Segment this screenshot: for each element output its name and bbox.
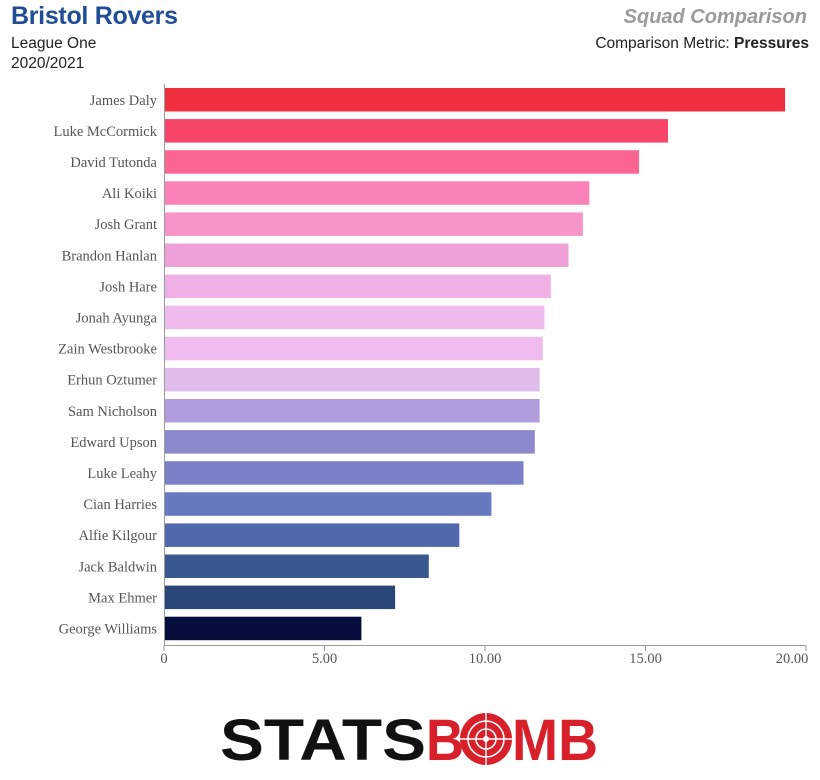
bar — [165, 523, 460, 547]
logo-b-text: B — [426, 708, 464, 772]
y-tick-label: Luke McCormick — [54, 124, 158, 140]
bar — [165, 399, 540, 423]
bar — [165, 243, 569, 267]
bar — [165, 461, 524, 485]
y-tick-label: Sam Nicholson — [68, 404, 158, 420]
bar — [165, 119, 668, 143]
metric-value: Pressures — [734, 35, 809, 52]
x-tick-label: 10.00 — [469, 651, 502, 667]
y-tick-label: David Tutonda — [70, 155, 157, 171]
logo-mb-text: MB — [512, 708, 598, 772]
bar — [165, 88, 786, 112]
y-tick-label: George Williams — [59, 622, 158, 638]
statsbomb-logo: STATS B MB — [220, 708, 598, 772]
bar — [165, 554, 429, 578]
bar — [165, 367, 540, 392]
bars-group — [165, 88, 786, 641]
bar — [165, 492, 492, 516]
metric-label: Comparison Metric: — [595, 35, 730, 52]
bar — [165, 274, 551, 299]
team-title: Bristol Rovers — [11, 2, 178, 30]
y-tick-label: Alfie Kilgour — [78, 528, 157, 544]
comparison-metric: Comparison Metric: Pressures — [595, 35, 809, 53]
y-tick-label: Cian Harries — [83, 497, 157, 513]
x-tick-label: 20.00 — [776, 651, 809, 667]
y-tick-label: Max Ehmer — [88, 590, 157, 606]
x-tick-label: 5.00 — [312, 651, 337, 667]
y-tick-label: Brandon Hanlan — [62, 248, 158, 264]
y-tick-label: Ali Koiki — [102, 186, 157, 202]
logo-stats-text: STATS — [220, 708, 426, 772]
chart-title: Squad Comparison — [623, 6, 807, 28]
y-tick-label: Josh Grant — [95, 217, 157, 233]
bar — [165, 616, 362, 641]
bar — [165, 305, 545, 330]
y-axis-labels: James Daly Luke McCormick David Tutonda Ali… — [54, 93, 158, 638]
competition-label: League One — [11, 35, 97, 52]
y-tick-label: Luke Leahy — [87, 466, 157, 482]
y-tick-label: Jack Baldwin — [78, 559, 157, 575]
bar — [165, 585, 396, 610]
bar — [165, 181, 590, 205]
bar — [165, 430, 535, 454]
y-tick-label: Jonah Ayunga — [76, 311, 158, 327]
y-tick-label: Erhun Oztumer — [67, 373, 157, 389]
x-axis-ticks: 0 5.00 10.00 15.00 20.00 — [160, 645, 808, 667]
x-tick-label: 15.00 — [629, 651, 662, 667]
logo-target-icon — [460, 713, 512, 765]
bar — [165, 336, 543, 361]
y-tick-label: Josh Hare — [99, 279, 157, 295]
y-tick-label: Zain Westbrooke — [58, 342, 157, 358]
season-label: 2020/2021 — [11, 55, 85, 72]
y-tick-label: Edward Upson — [70, 435, 157, 451]
x-tick-label: 0 — [160, 651, 167, 667]
y-tick-label: James Daly — [90, 93, 158, 109]
bar — [165, 150, 640, 174]
bar — [165, 212, 583, 236]
bar-chart: James Daly Luke McCormick David Tutonda Ali… — [54, 84, 808, 667]
